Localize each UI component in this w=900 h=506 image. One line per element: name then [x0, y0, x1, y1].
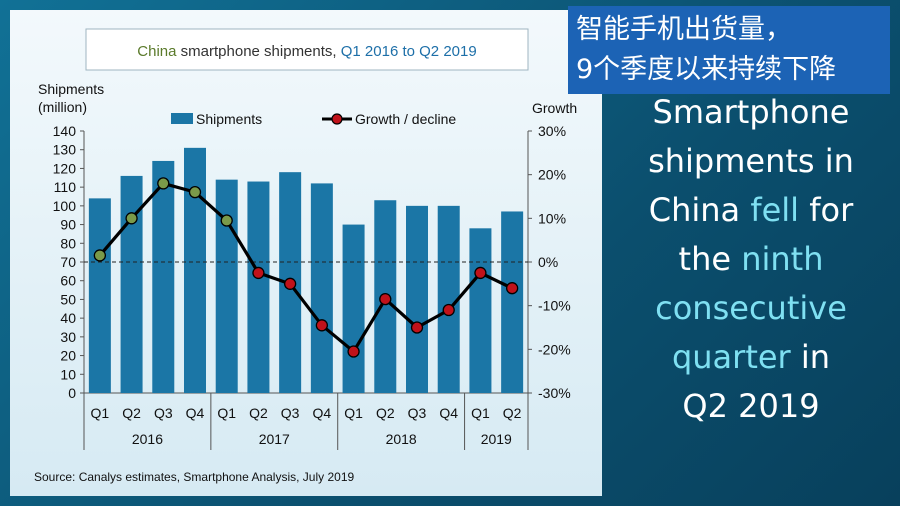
headline-fell: fell	[750, 191, 800, 229]
y-tick-label: 120	[53, 160, 77, 176]
x-tick-label: Q1	[344, 405, 363, 421]
bar-shipments	[437, 205, 460, 393]
x-tick-label: Q2	[503, 405, 522, 421]
plot-area: 0 10 20 30 40 50 60 70 80 90 100 110 120 130 140 -30% -2…	[53, 123, 571, 450]
bar-shipments	[501, 211, 524, 393]
growth-point-positive	[93, 249, 107, 262]
x-tick-label: Q3	[154, 405, 173, 421]
growth-point-negative	[442, 303, 455, 317]
x-tick-label: Q4	[439, 405, 458, 421]
growth-point-negative	[252, 266, 265, 280]
growth-point-positive	[157, 177, 170, 190]
legend-growth-label: Growth / decline	[355, 111, 456, 127]
headline-text: Smartphone shipments in China fell for t…	[612, 88, 890, 431]
chart-title: China smartphone shipments, Q1 2016 to Q…	[137, 43, 476, 60]
x-tick-label: Q2	[249, 405, 268, 421]
legend-shipments-label: Shipments	[196, 111, 262, 127]
growth-point-negative	[474, 266, 487, 280]
bar-shipments	[247, 181, 270, 393]
y2-axis-label: Growth	[532, 100, 577, 116]
y-tick-label: 90	[60, 217, 76, 233]
x-tick-label: Q4	[313, 405, 332, 421]
headline-line4: the ninth	[612, 235, 890, 284]
growth-point-negative	[283, 277, 297, 290]
headline-line7: Q2 2019	[682, 387, 820, 425]
y2-tick-label: 30%	[538, 123, 566, 139]
headline-line2: shipments in	[648, 142, 854, 180]
y-tick-label: 110	[54, 179, 77, 195]
bar-shipments	[406, 205, 428, 393]
x-tick-label: Q2	[376, 405, 395, 421]
headline-line1: Smartphone	[652, 93, 850, 131]
bar-shipments	[310, 183, 333, 393]
y2-tick-label: 10%	[538, 210, 566, 226]
y2-tick-label: -30%	[538, 385, 571, 401]
year-label: 2016	[132, 431, 163, 447]
chart-title-box	[85, 28, 529, 71]
growth-point-positive	[125, 212, 138, 225]
y-tick-label: 50	[60, 291, 76, 307]
headline-the: the	[678, 240, 742, 278]
x-tick-label: Q1	[471, 405, 490, 421]
y2-tick-label: -20%	[538, 341, 571, 357]
chinese-title-line1: 智能手机出货量，	[576, 14, 792, 45]
y-tick-label: 10	[60, 366, 76, 382]
growth-point-positive	[220, 214, 233, 227]
legend-shipments-swatch	[171, 113, 193, 124]
x-tick-label: Q1	[217, 405, 236, 421]
y2-tick-label: -10%	[538, 298, 571, 314]
bar-shipments	[120, 175, 143, 393]
growth-point-positive	[188, 185, 202, 199]
headline-for: for	[799, 191, 854, 229]
y-tick-label: 100	[53, 198, 77, 214]
y2-tick-label: 20%	[538, 167, 566, 183]
x-tick-label: Q2	[122, 405, 141, 421]
y-tick-label: 70	[60, 254, 76, 270]
growth-point-negative	[505, 282, 519, 295]
chinese-title-box: 智能手机出货量， 9个季度以来持续下降	[568, 6, 890, 94]
y-tick-label: 0	[68, 385, 76, 401]
y-tick-label: 130	[53, 142, 77, 158]
legend-growth-marker	[331, 113, 343, 125]
growth-point-negative	[379, 292, 392, 306]
headline-quarter: quarter	[671, 338, 791, 376]
bar-shipments	[152, 160, 175, 393]
growth-point-negative	[347, 345, 360, 358]
headline-ninth: ninth	[741, 240, 824, 278]
y-tick-label: 20	[60, 348, 76, 364]
growth-point-negative	[410, 321, 424, 334]
headline-china: China	[648, 191, 751, 229]
y-axis-label-line2: (million)	[38, 99, 87, 115]
growth-point-negative	[315, 319, 329, 332]
y-tick-label: 80	[60, 235, 76, 251]
bar-shipments	[88, 198, 111, 393]
x-tick-label: Q3	[408, 405, 427, 421]
y-tick-label: 60	[60, 273, 76, 289]
year-label: 2019	[481, 431, 512, 447]
x-tick-label: Q1	[91, 405, 110, 421]
bar-shipments	[184, 147, 206, 393]
y-tick-label: 40	[60, 310, 76, 326]
bar-shipments	[342, 224, 365, 393]
headline-line6: quarter in	[612, 333, 890, 382]
headline-in: in	[790, 338, 831, 376]
y-tick-label: 30	[60, 329, 76, 345]
chinese-title-line2: 9个季度以来持续下降	[576, 54, 837, 85]
bar-shipments	[215, 179, 238, 393]
y-tick-label: 140	[53, 123, 77, 139]
headline-line3: China fell for	[612, 186, 890, 235]
y-axis-label-line1: Shipments	[38, 81, 104, 97]
y2-tick-label: 0%	[538, 254, 558, 270]
source-note: Source: Canalys estimates, Smartphone An…	[34, 470, 354, 484]
chart-title-range: Q1 2016 to Q2 2019	[341, 43, 477, 60]
year-label: 2018	[386, 431, 417, 447]
chart-title-middle: smartphone shipments,	[177, 43, 341, 60]
x-tick-label: Q3	[281, 405, 300, 421]
bar-shipments	[469, 228, 492, 393]
headline-line5: consecutive	[655, 289, 847, 327]
chart-title-china: China	[137, 43, 177, 60]
x-tick-label: Q4	[186, 405, 205, 421]
year-label: 2017	[259, 431, 290, 447]
